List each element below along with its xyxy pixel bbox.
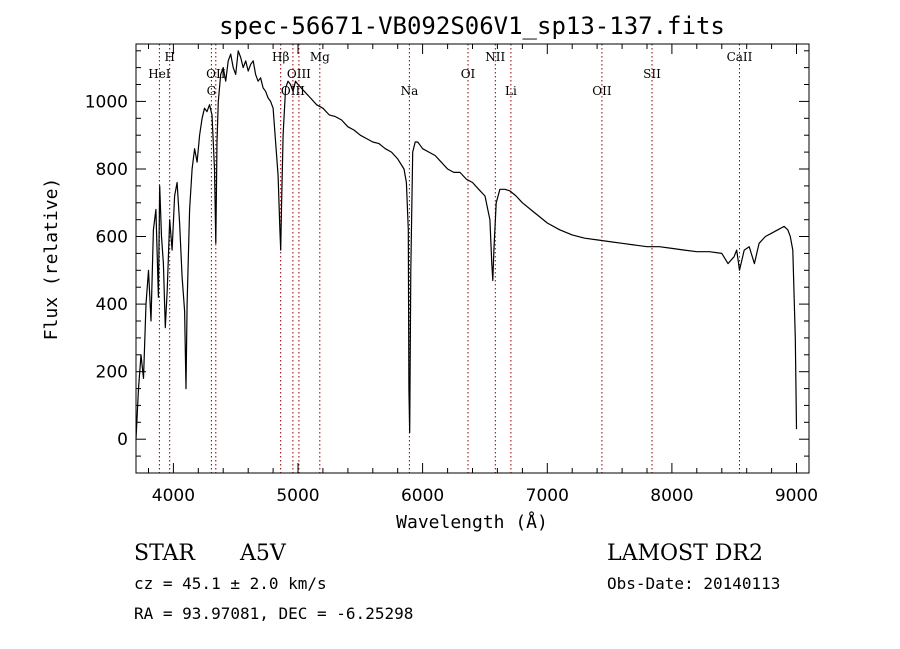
y-axis-label: Flux (relative) [41, 178, 62, 341]
y-tick-label: 800 [96, 160, 128, 180]
x-tick-label: 8000 [650, 486, 693, 506]
x-axis-label: Wavelength (Å) [396, 511, 548, 533]
line-marker-label: CaII [727, 50, 753, 64]
y-tick-label: 1000 [85, 92, 128, 112]
line-marker-label: Mg [310, 50, 330, 64]
y-tick-label: 0 [117, 430, 128, 450]
axis-ticks: 4000 5000 6000 7000 8000 9000 0 200 400 600 800 100… [85, 44, 818, 506]
survey-name: LAMOST DR2 [607, 541, 763, 566]
y-tick-label: 400 [96, 295, 128, 315]
y-tick-label: 600 [96, 228, 128, 248]
x-tick-label: 6000 [401, 486, 444, 506]
coordinates: RA = 93.97081, DEC = -6.25298 [134, 604, 413, 623]
line-marker-label: OII [592, 84, 612, 98]
line-marker-label: H [164, 50, 174, 64]
x-tick-label: 4000 [152, 486, 195, 506]
spectral-subclass: A5V [239, 541, 287, 566]
line-marker-label: G [207, 84, 217, 98]
line-marker-label: NII [485, 50, 505, 64]
line-marker-label: Hβ [272, 50, 289, 64]
line-marker-label: Na [401, 84, 419, 98]
y-tick-label: 200 [96, 363, 128, 383]
line-marker-label: HeI [148, 67, 171, 81]
line-marker-label: OIII [287, 67, 311, 81]
line-marker-label: OI [461, 67, 476, 81]
x-tick-label: 9000 [775, 486, 818, 506]
redshift-velocity: cz = 45.1 ± 2.0 km/s [134, 574, 327, 593]
spectrum-line [135, 50, 798, 440]
x-tick-label: 5000 [276, 486, 319, 506]
line-marker-label: Li [505, 84, 517, 98]
chart-title: spec-56671-VB092S06V1_sp13-137.fits [219, 12, 725, 40]
x-tick-label: 7000 [526, 486, 569, 506]
observation-date: Obs-Date: 20140113 [607, 574, 780, 593]
line-marker-label: SII [643, 67, 661, 81]
object-class: STAR [134, 541, 196, 566]
